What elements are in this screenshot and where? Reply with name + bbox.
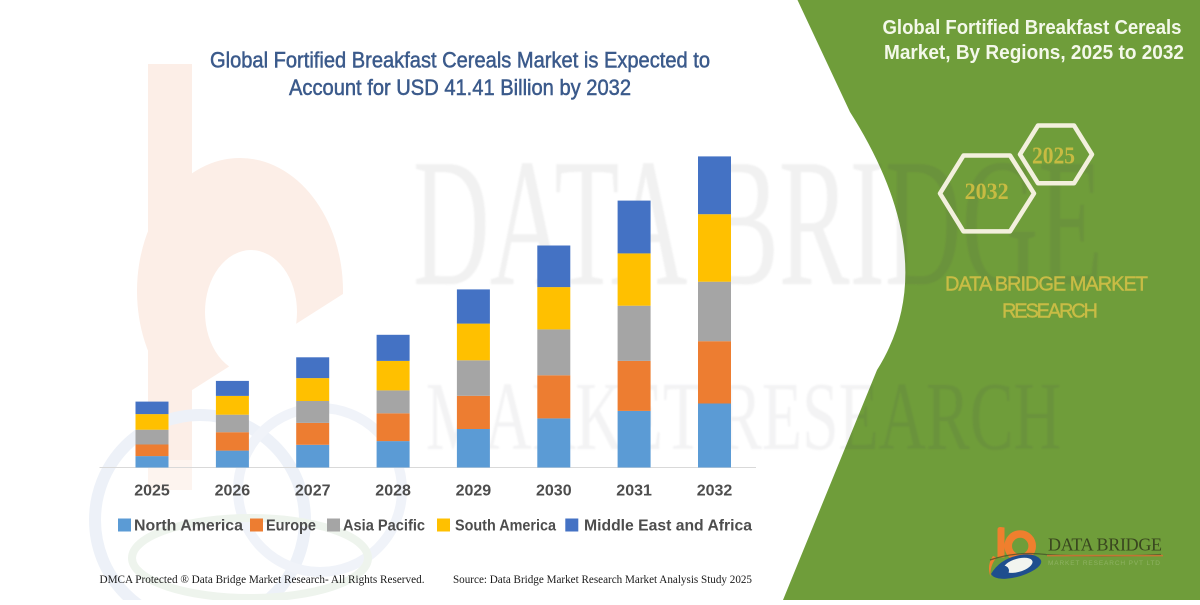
svg-text:RESEARCH: RESEARCH [1002, 301, 1098, 323]
svg-text:DATA BRIDGE MARKET: DATA BRIDGE MARKET [945, 274, 1148, 296]
svg-text:Market, By Regions, 2025 to 20: Market, By Regions, 2025 to 2032 [884, 41, 1184, 64]
svg-text:2028: 2028 [375, 483, 411, 500]
svg-text:Source: Data Bridge Market Res: Source: Data Bridge Market Research Mark… [453, 574, 752, 586]
svg-text:Global Fortified Breakfast Cer: Global Fortified Breakfast Cereals Marke… [210, 48, 710, 73]
svg-text:2026: 2026 [215, 483, 251, 500]
svg-text:2027: 2027 [295, 483, 331, 500]
svg-text:Middle East and Africa: Middle East and Africa [584, 518, 752, 535]
svg-text:2029: 2029 [456, 483, 492, 500]
svg-text:2032: 2032 [965, 179, 1009, 204]
svg-text:MARKET RESEARCH PVT LTD: MARKET RESEARCH PVT LTD [1048, 560, 1160, 567]
svg-text:2025: 2025 [134, 483, 170, 500]
svg-text:Asia Pacific: Asia Pacific [343, 518, 425, 535]
svg-text:South America: South America [455, 518, 556, 535]
svg-text:2025: 2025 [1032, 144, 1075, 170]
svg-text:North America: North America [134, 518, 243, 535]
svg-text:2032: 2032 [697, 483, 733, 500]
svg-text:2031: 2031 [616, 483, 652, 500]
svg-text:2030: 2030 [536, 483, 572, 500]
svg-text:DMCA Protected ® Data Bridge M: DMCA Protected ® Data Bridge Market Rese… [100, 574, 425, 586]
svg-text:DATA BRIDGE: DATA BRIDGE [1048, 535, 1162, 555]
svg-text:Global Fortified Breakfast Cer: Global Fortified Breakfast Cereals [883, 16, 1182, 39]
svg-text:MARKET RESEARCH: MARKET RESEARCH [426, 363, 1061, 470]
svg-text:Account for USD 41.41 Billion: Account for USD 41.41 Billion by 2032 [289, 75, 631, 100]
svg-text:Europe: Europe [266, 518, 316, 535]
